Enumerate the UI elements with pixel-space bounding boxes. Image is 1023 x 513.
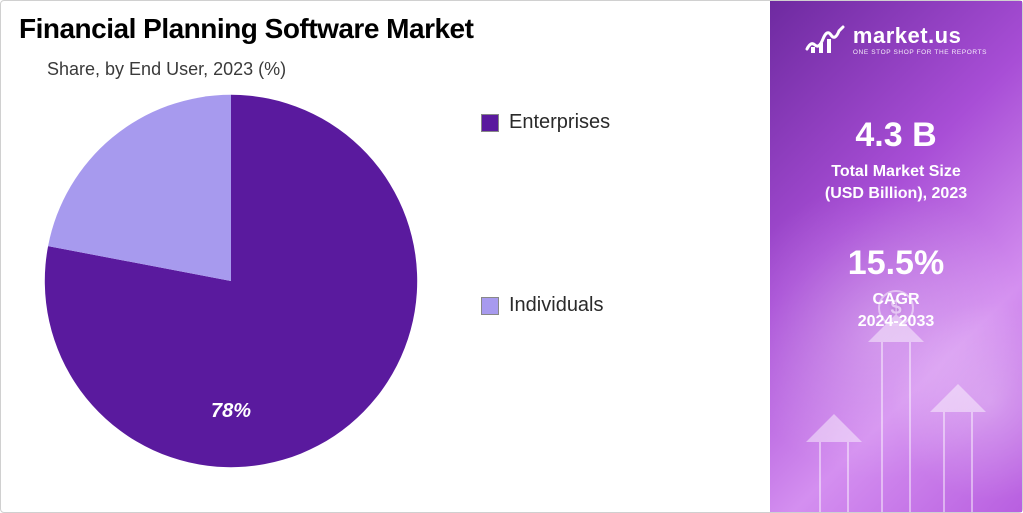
brand-text: market.us ONE STOP SHOP FOR THE REPORTS (853, 23, 987, 56)
brand: market.us ONE STOP SHOP FOR THE REPORTS (805, 23, 987, 56)
market-size-value: 4.3 B (855, 116, 936, 155)
market-size-desc-2: (USD Billion), 2023 (825, 185, 967, 202)
legend-swatch (481, 114, 499, 132)
legend-label: Individuals (509, 294, 604, 317)
stats-content: market.us ONE STOP SHOP FOR THE REPORTS … (770, 1, 1022, 512)
cagr-desc-2: 2024-2033 (858, 313, 935, 330)
pie-value-label: 78% (211, 400, 251, 423)
legend-item: Enterprises (481, 111, 610, 134)
market-size-desc: Total Market Size (USD Billion), 2023 (825, 161, 967, 204)
stats-panel: $ market.us ONE STOP SHOP FOR THE REPORT… (770, 1, 1022, 512)
brand-name: market.us (853, 23, 987, 49)
market-size-desc-1: Total Market Size (831, 163, 961, 180)
cagr-desc: CAGR 2024-2033 (858, 289, 935, 332)
pie-chart: 78% (41, 91, 421, 471)
chart-panel: Financial Planning Software Market Share… (1, 1, 770, 512)
cagr-value: 15.5% (848, 244, 944, 283)
legend: Enterprises Individuals (481, 111, 610, 317)
legend-swatch (481, 297, 499, 315)
cagr-desc-1: CAGR (872, 291, 919, 308)
pie-chart-area: 78% (41, 91, 441, 491)
brand-tagline: ONE STOP SHOP FOR THE REPORTS (853, 49, 987, 56)
main-title: Financial Planning Software Market (19, 13, 752, 45)
infographic-frame: Financial Planning Software Market Share… (0, 0, 1023, 513)
brand-logo-icon (805, 25, 845, 55)
legend-label: Enterprises (509, 111, 610, 134)
chart-subtitle: Share, by End User, 2023 (%) (47, 59, 752, 80)
legend-item: Individuals (481, 294, 610, 317)
